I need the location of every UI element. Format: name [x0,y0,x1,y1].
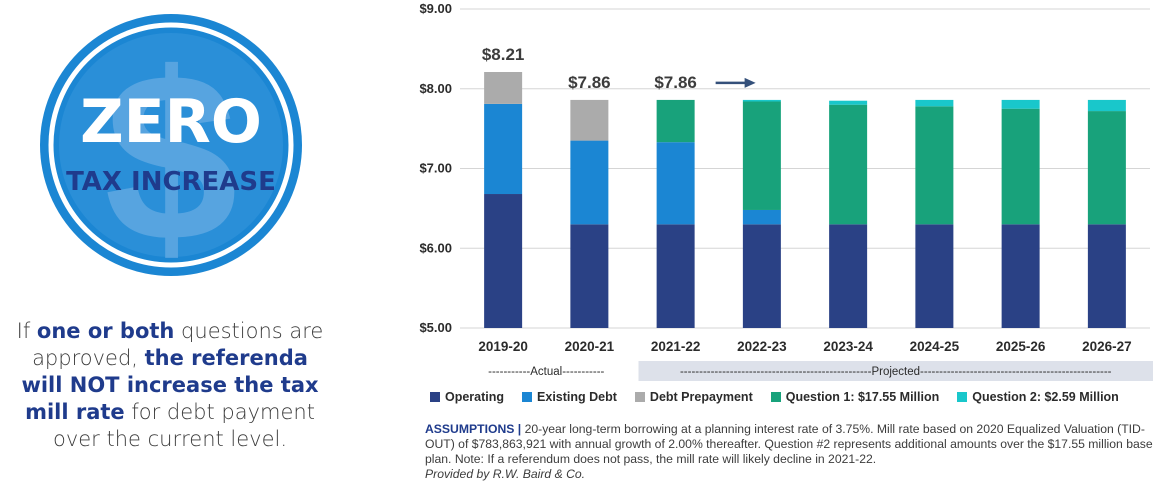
legend-question-1: Question 1: $17.55 Million [770,390,939,404]
data-label: $7.86 [568,73,611,92]
zero-tax-badge: $ ZERO TAX INCREASE [40,14,302,278]
x-tick-label: 2024-25 [910,339,960,354]
bar-segment [1001,224,1040,328]
side-bold-1: one or both [36,319,175,343]
data-label: $8.21 [482,45,525,64]
bar-segment [484,103,523,195]
assumptions: ASSUMPTIONS | 20-year long-term borrowin… [425,422,1155,482]
assumptions-text: 20-year long-term borrowing at a plannin… [425,422,1153,466]
bar-segment [915,99,954,107]
bar-segment [1087,224,1126,328]
projected-band [638,361,1153,381]
badge-zero: ZERO [80,87,262,157]
bar-segment [742,224,781,328]
bar-segment [742,99,781,102]
legend-debt-prepayment: Debt Prepayment [634,390,753,404]
x-tick-label: 2025-26 [996,339,1046,354]
side-text-3: for debt payment over the current level. [52,400,315,451]
bar-segment [742,209,781,225]
y-tick-label: $5.00 [419,320,452,335]
bar-segment [656,99,695,143]
legend: Operating Existing Debt Debt Prepayment … [430,390,1160,404]
bar-segment [570,224,609,328]
x-tick-label: 2023-24 [823,339,873,354]
y-tick-label: $7.00 [419,161,452,176]
actual-label: -----------Actual----------- [488,366,604,378]
x-tick-label: 2019-20 [478,339,528,354]
bar-segment [829,100,868,105]
bar-segment [1087,111,1126,225]
x-tick-label: 2026-27 [1082,339,1132,354]
legend-question-2: Question 2: $2.59 Million [957,390,1119,404]
bar-segment [915,224,954,328]
x-tick-label: 2020-21 [565,339,615,354]
legend-operating: Operating [430,390,504,404]
side-text-1: If [16,319,37,343]
side-note: If one or both questions are approved, t… [10,318,330,453]
bar-segment [915,106,954,225]
x-tick-label: 2021-22 [651,339,701,354]
bar-segment [570,140,609,225]
side-bold-2: the referenda will NOT increase the tax … [21,346,319,424]
y-tick-label: $6.00 [419,240,452,255]
dollar-icon: $ [104,23,237,278]
bar-segment [742,101,781,210]
bar-segment [829,104,868,225]
x-tick-label: 2022-23 [737,339,787,354]
mill-rate-chart: $5.00 $6.00 $7.00 $8.00 $9.00 2019-20 2020-21 2… [419,1,1153,381]
side-text-2: questions are approved, [32,319,324,370]
bar-segment [656,224,695,328]
legend-existing-debt: Existing Debt [522,390,617,404]
bar-segment [570,99,609,141]
provided-by: Provided by R.W. Baird & Co. [425,467,586,481]
bar-segment [829,224,868,328]
bar-segment [656,142,695,225]
bar-segment [484,194,523,328]
bar-segment [1087,99,1126,112]
projected-label: ----------------------------------------… [680,366,1112,378]
badge-tax-increase: TAX INCREASE [66,167,276,197]
bar-segment [1001,108,1040,225]
y-tick-label: $8.00 [419,81,452,96]
y-tick-label: $9.00 [419,1,452,16]
bar-segment [484,72,523,104]
arrow-head-icon [744,77,756,88]
data-label: $7.86 [654,73,697,92]
assumptions-label: ASSUMPTIONS | [425,422,522,436]
bar-segment [1001,99,1040,109]
